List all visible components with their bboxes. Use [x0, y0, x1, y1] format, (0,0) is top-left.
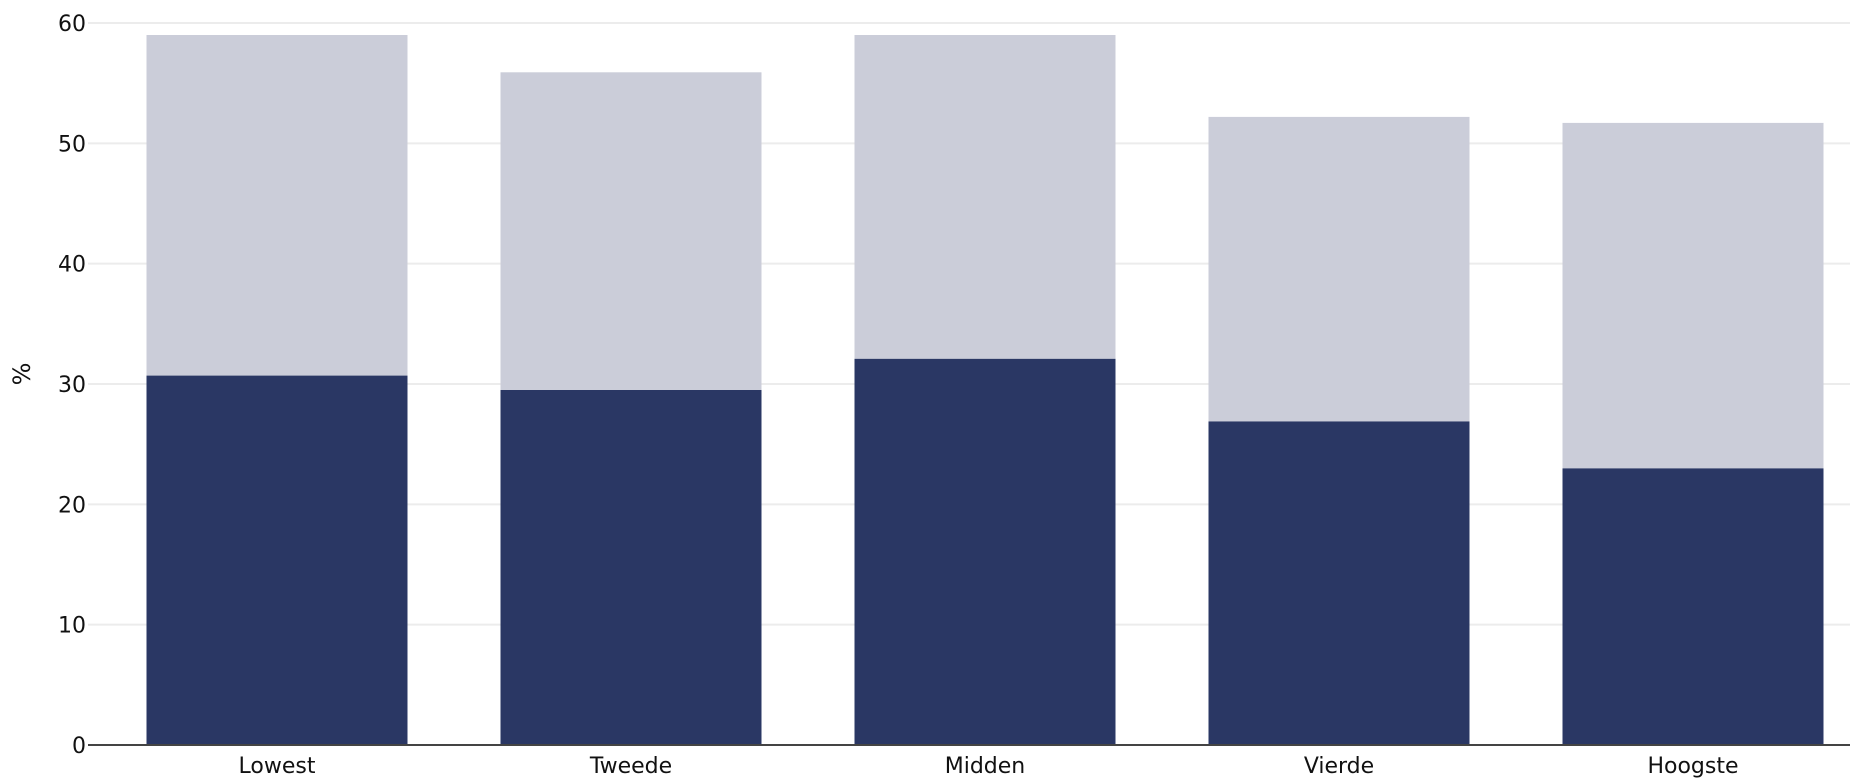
axes: %: [8, 363, 1850, 746]
bar-vierde-segment-1: [1208, 421, 1470, 745]
x-tick-label: Vierde: [1304, 754, 1374, 778]
y-tick-label: 40: [58, 253, 86, 278]
bar-tweede-segment-2: [500, 72, 762, 391]
y-tick-label: 20: [58, 493, 86, 518]
bar-lowest-segment-2: [146, 35, 408, 376]
bar-vierde-segment-2: [1208, 116, 1470, 422]
bar-hoogste-segment-1: [1562, 468, 1824, 745]
bar-midden-segment-1: [854, 358, 1116, 745]
x-tick-label: Hoogste: [1647, 754, 1738, 778]
y-tick-label: 50: [58, 132, 86, 157]
x-tick-labels: Lowest Tweede Midden Vierde Hoogste: [239, 754, 1739, 778]
bar-tweede-segment-1: [500, 390, 762, 745]
y-tick-label: 60: [58, 12, 86, 37]
bars: [146, 35, 1824, 745]
x-tick-label: Lowest: [239, 754, 316, 778]
x-tick-label: Tweede: [589, 754, 672, 778]
y-tick-label: 10: [58, 614, 86, 639]
y-tick-label: 0: [72, 734, 86, 759]
x-tick-label: Midden: [945, 754, 1026, 778]
bar-midden-segment-2: [854, 35, 1116, 359]
bar-lowest-segment-1: [146, 375, 408, 745]
y-tick-labels: 0 10 20 30 40 50 60: [58, 12, 86, 759]
y-axis-title: %: [8, 363, 36, 386]
y-tick-label: 30: [58, 373, 86, 398]
bar-hoogste-segment-2: [1562, 122, 1824, 469]
